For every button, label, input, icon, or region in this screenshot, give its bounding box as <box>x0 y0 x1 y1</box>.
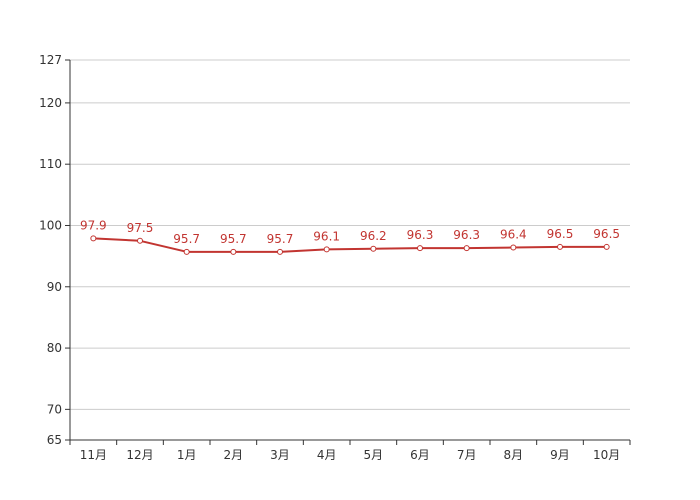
y-tick-label: 80 <box>47 341 62 355</box>
data-label: 97.5 <box>127 221 154 235</box>
data-label: 95.7 <box>267 232 294 246</box>
y-tick-label: 120 <box>39 96 62 110</box>
data-point <box>183 248 190 255</box>
y-tick-label: 100 <box>39 218 62 232</box>
data-point <box>463 245 470 252</box>
y-axis-tick-labels: 65 70 80 90 100 110 120 127 <box>39 53 62 447</box>
data-label: 96.3 <box>453 228 480 242</box>
data-point <box>90 235 97 242</box>
data-label: 96.3 <box>407 228 434 242</box>
data-point <box>557 243 563 250</box>
data-point <box>230 248 237 255</box>
data-point <box>370 245 377 252</box>
data-labels: 97.9 97.5 95.7 95.7 95.7 96.1 96.2 96.3 96.3 96.4… <box>80 218 620 245</box>
x-tick-label: 4月 <box>317 448 337 462</box>
grid-lines <box>70 59 630 410</box>
data-label: 95.7 <box>220 232 247 246</box>
data-point <box>323 246 330 253</box>
x-tick-label: 10月 <box>593 448 620 462</box>
data-point <box>510 244 517 251</box>
data-point <box>417 245 423 252</box>
data-point <box>137 237 143 244</box>
x-tick-label: 5月 <box>364 448 384 462</box>
x-tick-label: 7月 <box>457 448 477 462</box>
data-point <box>603 243 610 250</box>
x-axis-tick-labels: 11月 12月 1月 2月 3月 4月 5月 6月 7月 8月 9月 10月 <box>80 448 621 462</box>
data-label: 97.9 <box>80 218 107 232</box>
x-tick-label: 8月 <box>504 448 524 462</box>
data-label: 96.5 <box>547 227 574 241</box>
data-label: 95.7 <box>173 232 200 246</box>
y-tick-label: 127 <box>39 53 62 67</box>
y-tick-label: 90 <box>47 280 62 294</box>
series-line <box>93 237 607 253</box>
y-tick-label: 70 <box>47 402 62 416</box>
axes <box>65 59 631 445</box>
x-tick-label: 11月 <box>80 448 107 462</box>
y-tick-label: 65 <box>47 433 62 447</box>
x-tick-label: 3月 <box>270 448 290 462</box>
x-tick-label: 9月 <box>550 448 570 462</box>
x-tick-label: 12月 <box>126 448 153 462</box>
data-point <box>277 248 283 255</box>
data-label: 96.1 <box>313 229 340 243</box>
y-tick-label: 110 <box>39 157 62 171</box>
data-label: 96.5 <box>593 227 620 241</box>
x-tick-label: 2月 <box>224 448 244 462</box>
x-tick-label: 6月 <box>410 448 430 462</box>
series <box>90 235 610 255</box>
data-label: 96.2 <box>360 229 387 243</box>
x-tick-label: 1月 <box>177 448 197 462</box>
data-label: 96.4 <box>500 228 527 242</box>
